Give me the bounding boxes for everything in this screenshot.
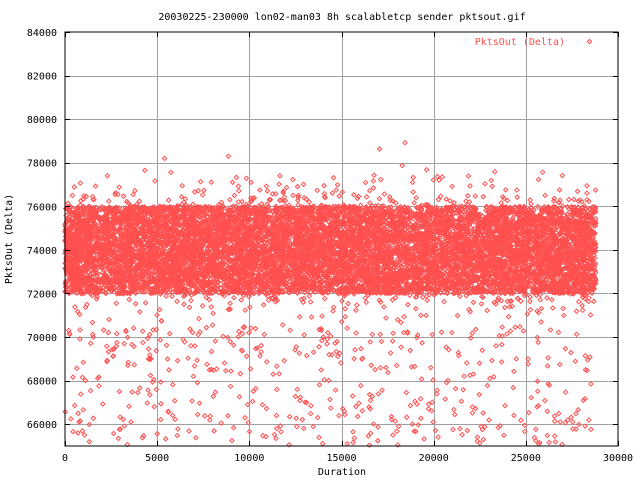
data-point: [342, 213, 348, 219]
data-points: [62, 139, 599, 448]
chart-title: 20030225-230000 lon02-man03 8h scalablet…: [158, 12, 525, 23]
data-point: [534, 203, 541, 210]
